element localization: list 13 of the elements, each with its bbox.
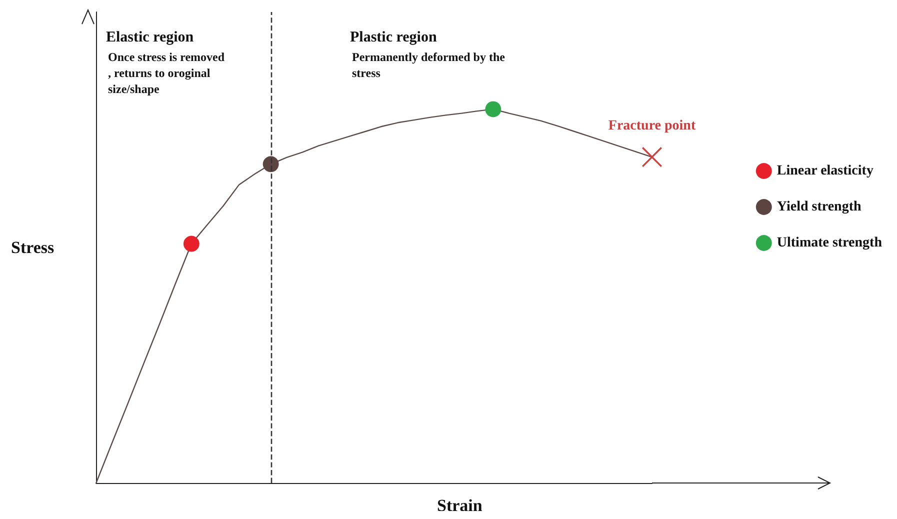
text: Elastic region bbox=[106, 30, 194, 46]
text: Once stress is removed, returns to oroginal size/shape bbox=[108, 50, 225, 96]
legend-label: Linear elasticity bbox=[776, 164, 874, 178]
legend-label: Ultimate strength bbox=[776, 236, 882, 250]
text: Plastic region bbox=[350, 30, 438, 46]
point bbox=[262, 156, 279, 172]
text: Permanently deformed by the stress bbox=[352, 50, 508, 80]
annotation: Fracture point bbox=[608, 118, 696, 134]
point bbox=[183, 236, 200, 252]
y-axis-title: Stress bbox=[10, 238, 55, 257]
point bbox=[485, 101, 502, 118]
x-axis-title: Strain bbox=[437, 496, 483, 515]
legend-label: Yield strength bbox=[776, 200, 862, 214]
